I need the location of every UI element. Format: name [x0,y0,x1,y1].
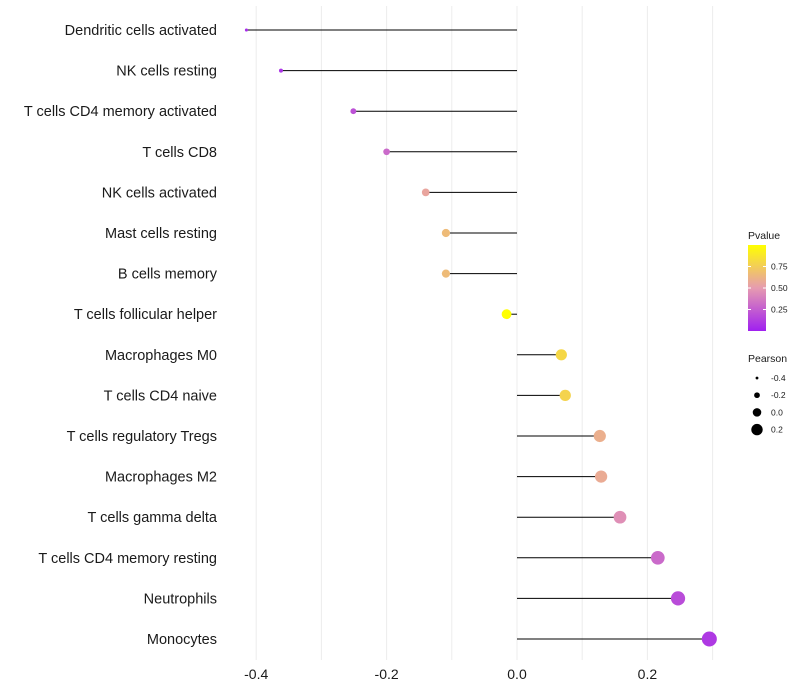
color-legend-label: 0.25 [771,305,788,315]
lollipop-point [701,631,717,647]
lollipop-point [383,148,390,156]
color-legend-label: 0.75 [771,262,788,272]
category-label: T cells CD4 memory resting [38,551,217,567]
category-label: NK cells resting [116,64,217,80]
lollipop-point [501,309,512,320]
color-legend-label: 0.50 [771,283,788,293]
lollipop-point [244,28,248,32]
color-legend-bar [748,245,766,331]
size-legend-label: 0.2 [771,425,783,435]
category-label: T cells follicular helper [74,307,217,323]
size-legend-title: Pearson [748,353,787,365]
size-legend-dot [754,392,760,399]
category-label: Macrophages M2 [105,470,217,486]
size-legend-dot [752,408,762,417]
lollipop-point [441,228,451,238]
lollipop-point [559,389,571,402]
category-label: T cells gamma delta [88,510,218,526]
x-tick-label: -0.4 [244,666,268,682]
lollipop-point [594,470,608,483]
lollipop-point [670,591,686,606]
x-tick-label: 0.2 [638,666,658,682]
category-label: T cells regulatory Tregs [67,429,217,445]
size-legend-label: 0.0 [771,407,783,417]
lollipop-point [278,68,283,73]
category-label: Dendritic cells activated [65,23,217,39]
size-legend-dot [755,376,759,380]
category-label: Macrophages M0 [105,348,217,364]
lollipop-point [613,510,627,524]
size-legend-dot [751,423,763,436]
category-label: Mast cells resting [105,226,217,242]
x-tick-label: 0.0 [507,666,527,682]
category-label: Monocytes [147,632,217,648]
category-label: Neutrophils [144,591,217,607]
color-legend-title: Pvalue [748,230,780,242]
x-tick-label: -0.2 [375,666,399,682]
category-label: T cells CD4 naive [104,388,217,404]
category-label: NK cells activated [102,185,217,201]
size-legend-label: -0.2 [771,390,786,400]
size-legend-label: -0.4 [771,373,786,383]
lollipop-point [441,269,451,278]
lollipop-point [650,550,665,565]
lollipop-point [350,108,357,115]
category-label: B cells memory [118,267,218,283]
lollipop-point [421,188,430,197]
lollipop-point [593,429,606,443]
category-label: T cells CD8 [142,145,217,161]
category-label: T cells CD4 memory activated [24,104,217,120]
lollipop-point [555,349,567,361]
